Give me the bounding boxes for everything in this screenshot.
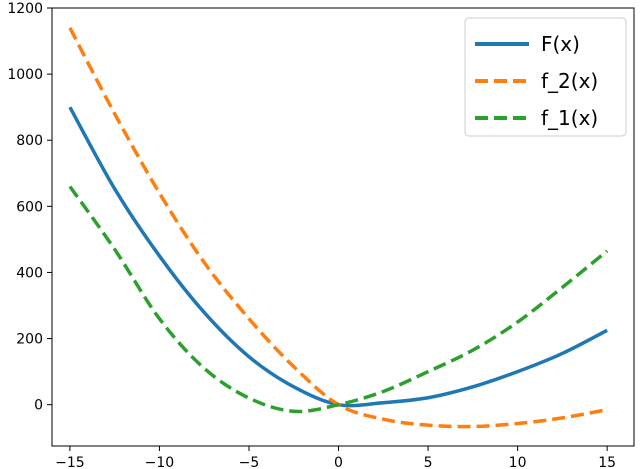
- y-tick-label: 400: [16, 265, 43, 281]
- x-tick-label: 5: [424, 455, 433, 469]
- series-line-3: [68, 185, 609, 414]
- x-tick-label: 10: [509, 455, 527, 469]
- x-tick-label: 15: [598, 455, 616, 469]
- x-tick-label: −10: [145, 455, 175, 469]
- x-tick-label: −5: [239, 455, 260, 469]
- y-tick-label: 1200: [7, 1, 43, 17]
- legend: F(x) f_2(x) f_1(x): [464, 17, 627, 137]
- y-tick-label: 1000: [7, 67, 43, 83]
- legend-label-1: F(x): [541, 32, 580, 56]
- legend-label-2: f_2(x): [541, 69, 598, 93]
- x-tick-label: −15: [55, 455, 85, 469]
- x-tick-label: 0: [334, 455, 343, 469]
- y-tick-label: 800: [16, 133, 43, 149]
- series-line-2: [68, 27, 608, 429]
- series-line-1: [68, 106, 608, 408]
- y-tick-label: 200: [16, 332, 43, 348]
- y-tick-label: 0: [34, 398, 43, 414]
- y-tick-label: 600: [16, 199, 43, 215]
- y-axis: 0 200 400 600 800 1000 1200: [7, 1, 52, 414]
- x-axis: −15 −10 −5 0 5 10 15: [55, 446, 616, 469]
- legend-box: [464, 17, 627, 137]
- series-layer: [68, 27, 609, 429]
- plot-frame: [51, 7, 635, 447]
- legend-label-3: f_1(x): [541, 106, 598, 130]
